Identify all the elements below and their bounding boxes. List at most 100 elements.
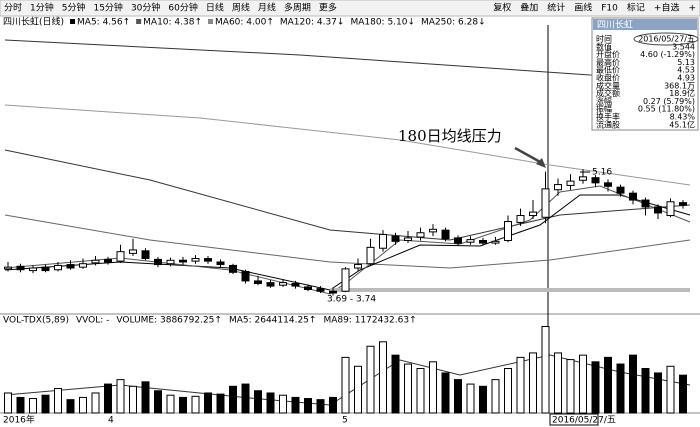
info-label: 收盘价: [596, 73, 620, 83]
toolbar-tab[interactable]: 月线: [258, 2, 276, 14]
volume-bar: [179, 396, 187, 414]
ma-legend: MA120: 4.37↓: [280, 18, 345, 28]
info-panel: [591, 17, 699, 131]
candle-body: [216, 261, 225, 266]
candle-body: [454, 237, 462, 244]
volume-bar: [229, 385, 237, 414]
ma120-line: [4, 149, 691, 241]
candle-body: [366, 246, 375, 265]
toolbar-button[interactable]: F10: [601, 4, 618, 14]
info-value: 45.1亿: [669, 119, 695, 129]
candle-body: [116, 251, 125, 262]
toolbar-tab[interactable]: 15分钟: [93, 2, 122, 14]
volume-bar: [104, 383, 112, 414]
volume-bar: [41, 394, 50, 414]
volume-bar: [154, 390, 162, 414]
ma60-line: [4, 214, 691, 269]
volume-bar: [491, 379, 500, 414]
volume-bar: [354, 365, 362, 414]
volume-bar: [654, 372, 662, 414]
ma-legend: MA250: 6.28↓: [421, 18, 486, 28]
candle-body: [191, 258, 200, 262]
volume-bar: [604, 356, 612, 414]
candle-body: [466, 239, 475, 243]
toolbar-tab[interactable]: 日线: [206, 2, 224, 14]
info-value: 4.93: [677, 74, 695, 83]
candle-body: [491, 240, 500, 244]
candle-body: [229, 264, 237, 273]
candle-body: [104, 258, 112, 263]
info-label: 最低价: [596, 65, 620, 75]
volume-bar: [241, 383, 250, 414]
candle-body: [341, 268, 350, 292]
info-value: 18.9亿: [669, 88, 695, 98]
toolbar-tab[interactable]: 周线: [232, 2, 250, 14]
candle-body: [291, 282, 300, 287]
toolbar-tab[interactable]: 更多: [319, 2, 337, 14]
x-axis-label: 2016年: [3, 414, 35, 426]
volume-bar: [4, 392, 12, 414]
x-axis-label: 4: [108, 416, 114, 426]
toolbar-tab[interactable]: 多周期: [284, 2, 311, 14]
toolbar-tab[interactable]: 分时: [4, 2, 22, 14]
info-label: 涨幅: [596, 96, 612, 106]
candle-body: [516, 215, 525, 223]
toolbar-button[interactable]: +: [688, 4, 696, 14]
candle-body: [29, 267, 37, 272]
candle-body: [316, 288, 325, 292]
toolbar-tab[interactable]: 60分钟: [168, 2, 197, 14]
ma-legend: MA180: 5.10↓: [350, 18, 415, 28]
volume-bar: [54, 388, 62, 414]
info-value: 4.53: [677, 66, 695, 75]
volume-bar: [554, 352, 562, 414]
toolbar-tab[interactable]: 1分钟: [30, 2, 54, 14]
high-label: 5.16: [592, 168, 612, 178]
toolbar-button[interactable]: 复权: [493, 2, 511, 14]
ma-legend: MA60: 4.00↑: [215, 18, 274, 28]
toolbar-button[interactable]: 统计: [547, 2, 565, 14]
candle-body: [554, 184, 562, 191]
volume-bar: [404, 363, 412, 414]
volume-bar: [666, 365, 675, 414]
volume-bar: [341, 356, 350, 414]
toolbar-button[interactable]: +自选: [654, 2, 680, 14]
toolbar-tab[interactable]: 30分钟: [131, 2, 160, 14]
candle-body: [604, 182, 612, 187]
info-label: 最高价: [596, 57, 620, 67]
candle-body: [404, 237, 412, 241]
x-axis-label: 2016/05/27/五: [552, 416, 616, 426]
toolbar-button[interactable]: 标记: [627, 2, 645, 14]
ma-legend: 四川长虹(日线): [3, 16, 64, 28]
arrowhead: [536, 158, 546, 168]
ma180-line: [4, 104, 691, 186]
toolbar-tab[interactable]: 5分钟: [62, 2, 86, 14]
candle-body: [504, 221, 512, 241]
volume-legend: VOL-TDX(5,89): [3, 316, 69, 326]
volume-bar: [291, 396, 300, 414]
volume-legend: VVOL: -: [76, 316, 109, 326]
volume-bar: [216, 393, 225, 414]
info-value: 0.27 (5.79%): [643, 97, 695, 106]
candle-body: [354, 264, 362, 269]
info-label: 振幅: [596, 104, 612, 114]
candle-body: [666, 201, 675, 217]
toolbar-button[interactable]: 画线: [574, 2, 592, 14]
toolbar: [0, 0, 700, 17]
volume-bar: [279, 394, 287, 414]
volume-bar: [504, 368, 512, 414]
toolbar-button[interactable]: 叠加: [520, 3, 538, 14]
volume-bar: [591, 361, 600, 414]
volume-bar: [91, 392, 100, 414]
candle-body: [204, 258, 212, 262]
candle-body: [66, 264, 75, 269]
volume-bar: [429, 361, 437, 414]
candle-body: [254, 280, 262, 284]
highlight-circle: [633, 32, 699, 46]
info-value: 8.43%: [670, 113, 696, 122]
x-axis-label: 5: [342, 416, 348, 426]
candle-body: [579, 176, 587, 181]
info-value: 3.544: [672, 42, 695, 51]
date-box: [549, 413, 599, 426]
legend-swatch: [208, 19, 214, 24]
candle-body: [566, 180, 575, 186]
